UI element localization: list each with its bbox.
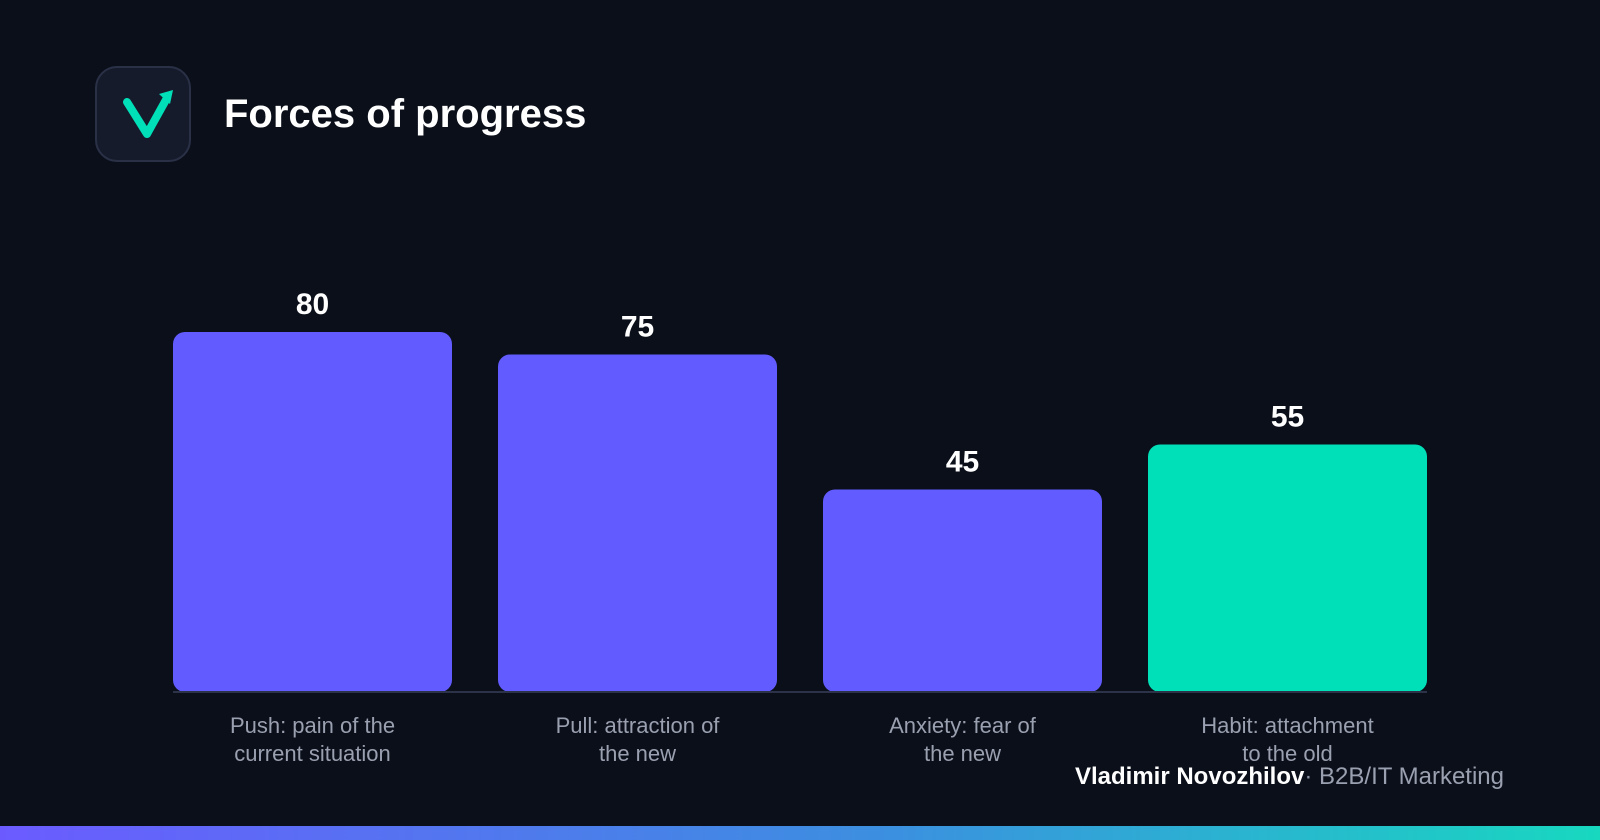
logo [95, 66, 191, 162]
data-label-1: 80 [296, 288, 329, 321]
x-tick-label-2: Pull: attraction of the new [556, 713, 721, 766]
bar-3 [823, 489, 1102, 692]
data-label-3: 45 [946, 446, 979, 479]
bar-4 [1148, 444, 1427, 692]
bottom-gradient-bar [0, 826, 1600, 840]
data-label-4: 55 [1271, 401, 1304, 434]
x-tick-label-4: Habit: attachment to the old [1201, 713, 1373, 766]
bar-2 [498, 354, 777, 692]
x-tick-label-1: Push: pain of the current situation [230, 713, 395, 766]
credit-separator: · [1304, 763, 1313, 790]
data-label-2: 75 [621, 311, 654, 344]
author-role: B2B/IT Marketing [1319, 763, 1504, 790]
bar-chart: 80 Push: pain of the current situation 75 Pu… [173, 288, 1427, 766]
author-credit: Vladimir Novozhilov· B2B/IT Marketing [1075, 762, 1504, 792]
bar-1 [173, 332, 452, 692]
check-arrow-logo-icon [123, 90, 173, 138]
author-name: Vladimir Novozhilov [1074, 763, 1305, 790]
page-title: Forces of progress [224, 92, 587, 136]
x-tick-label-3: Anxiety: fear of the new [889, 713, 1037, 766]
